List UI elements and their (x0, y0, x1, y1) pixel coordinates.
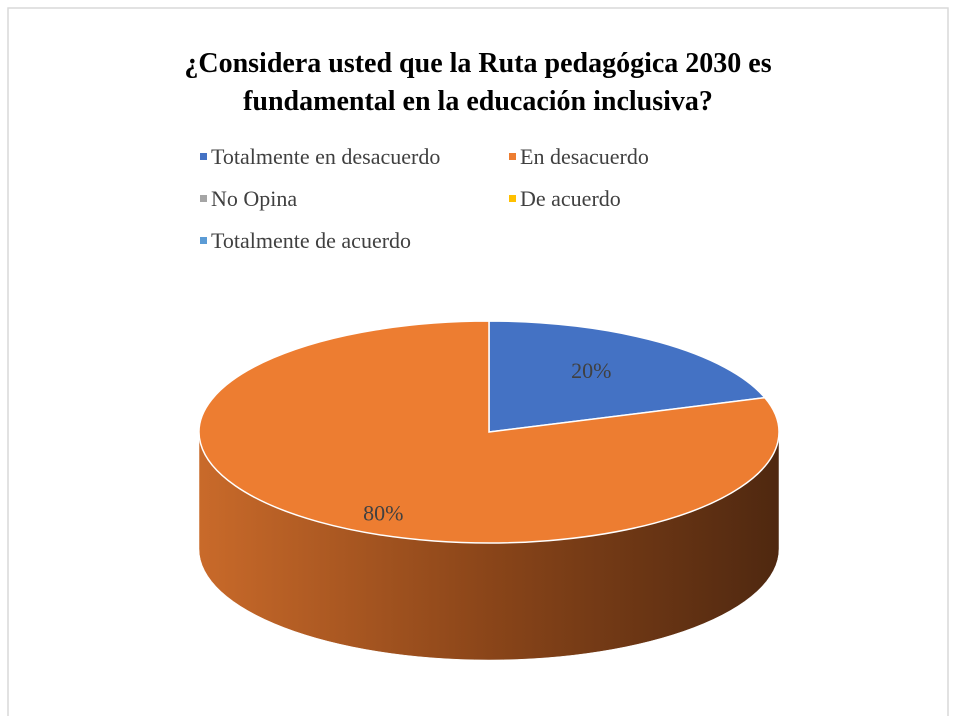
legend-marker (509, 153, 516, 160)
pie-slice (198, 320, 780, 544)
data-label: 20% (571, 358, 611, 383)
data-label: 80% (363, 501, 403, 526)
legend-label: En desacuerdo (520, 144, 649, 169)
chart-title: ¿Considera usted que la Ruta pedagógica … (184, 48, 771, 117)
legend-label: Totalmente de acuerdo (211, 228, 411, 253)
pie-slice (488, 320, 767, 433)
legend-marker (509, 195, 516, 202)
frame (7, 7, 949, 716)
legend-marker (200, 195, 207, 202)
legend-marker (200, 237, 207, 244)
legend-label: Totalmente en desacuerdo (211, 144, 440, 169)
legend-label: No Opina (211, 186, 297, 211)
legend-label: De acuerdo (520, 186, 621, 211)
legend-marker (200, 153, 207, 160)
